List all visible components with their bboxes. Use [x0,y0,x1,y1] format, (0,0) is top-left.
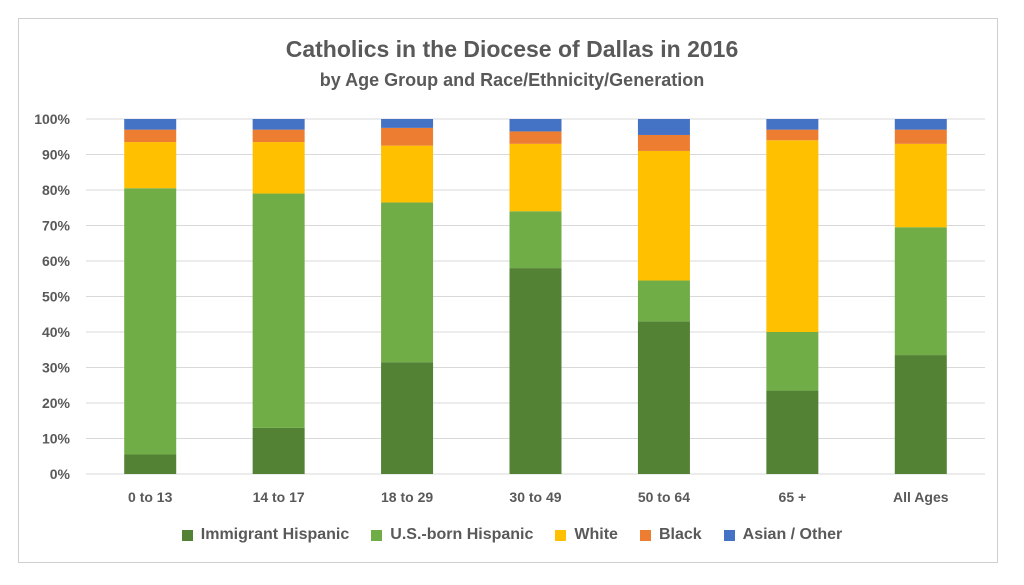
bar-segment [766,119,819,130]
bar-segment [766,390,819,474]
bar-segment [124,129,177,143]
y-tick-label: 90% [42,147,71,163]
bar-segment [252,129,305,143]
x-tick-label: 14 to 17 [253,489,305,505]
legend-label: U.S.-born Hispanic [390,526,534,543]
bar-segment [252,193,305,428]
y-tick-label: 0% [50,466,71,482]
bar-segment [124,119,177,130]
legend-label: Asian / Other [742,526,843,543]
chart-subtitle: by Age Group and Race/Ethnicity/Generati… [319,70,705,90]
y-tick-label: 70% [42,218,71,234]
legend-swatch [639,529,651,541]
bar-segment [381,119,434,128]
bar-segment [766,332,819,391]
legend-swatch [371,529,383,541]
legend-item: Black [639,526,702,544]
legend-swatch [555,529,567,541]
bar-segment [381,145,434,203]
bar-segment [509,131,562,144]
bar-segment [637,119,690,135]
bar-segment [766,140,819,332]
bar-segment [381,202,434,363]
bar-segment [894,143,947,228]
legend-item: Immigrant Hispanic [181,526,350,544]
legend: Immigrant Hispanic U.S.-born Hispanic Whit… [0,526,1024,544]
legend-item: White [555,526,618,544]
y-tick-label: 60% [42,253,71,269]
legend-label: Immigrant Hispanic [200,526,350,543]
x-tick-label: 50 to 64 [638,489,690,505]
chart-title: Catholics in the Diocese of Dallas in 20… [285,36,739,62]
x-tick-label: 30 to 49 [509,489,561,505]
bar-segment [509,268,562,474]
bar-segment [894,119,947,130]
bar-segment [252,142,305,194]
bar-segment [124,188,177,455]
y-tick-label: 40% [42,324,71,340]
y-tick-label: 50% [42,289,71,305]
bar-segment [252,427,305,474]
bar-segment [381,127,434,146]
bar-segment [509,119,562,132]
y-tick-label: 20% [42,395,71,411]
y-tick-label: 100% [34,111,70,127]
bar-segment [124,142,177,189]
legend-swatch [723,529,735,541]
legend-item: U.S.-born Hispanic [371,526,533,544]
bar-segment [381,362,434,474]
legend-label: Black [658,526,702,543]
x-tick-label: 18 to 29 [381,489,433,505]
bar-segment [894,355,947,474]
bar-segment [252,119,305,130]
y-tick-label: 30% [42,360,71,376]
x-tick-label: 0 to 13 [128,489,173,505]
bar-segment [637,280,690,322]
legend-item: Asian / Other [723,526,843,544]
x-tick-label: 65 + [779,489,807,505]
bar-segment [766,129,819,141]
bar-segment [637,150,690,281]
bar-segment [637,134,690,151]
y-tick-label: 80% [42,182,71,198]
legend-label: White [574,526,618,543]
bar-segment [894,227,947,356]
y-tick-label: 10% [42,431,71,447]
x-tick-label: All Ages [893,489,949,505]
bar-segment [124,454,177,474]
legend-swatch [181,529,193,541]
bar-segment [509,143,562,212]
bar-segment [509,211,562,269]
bar-segment [637,321,690,474]
bar-segment [894,129,947,144]
chart-frame [18,18,998,563]
